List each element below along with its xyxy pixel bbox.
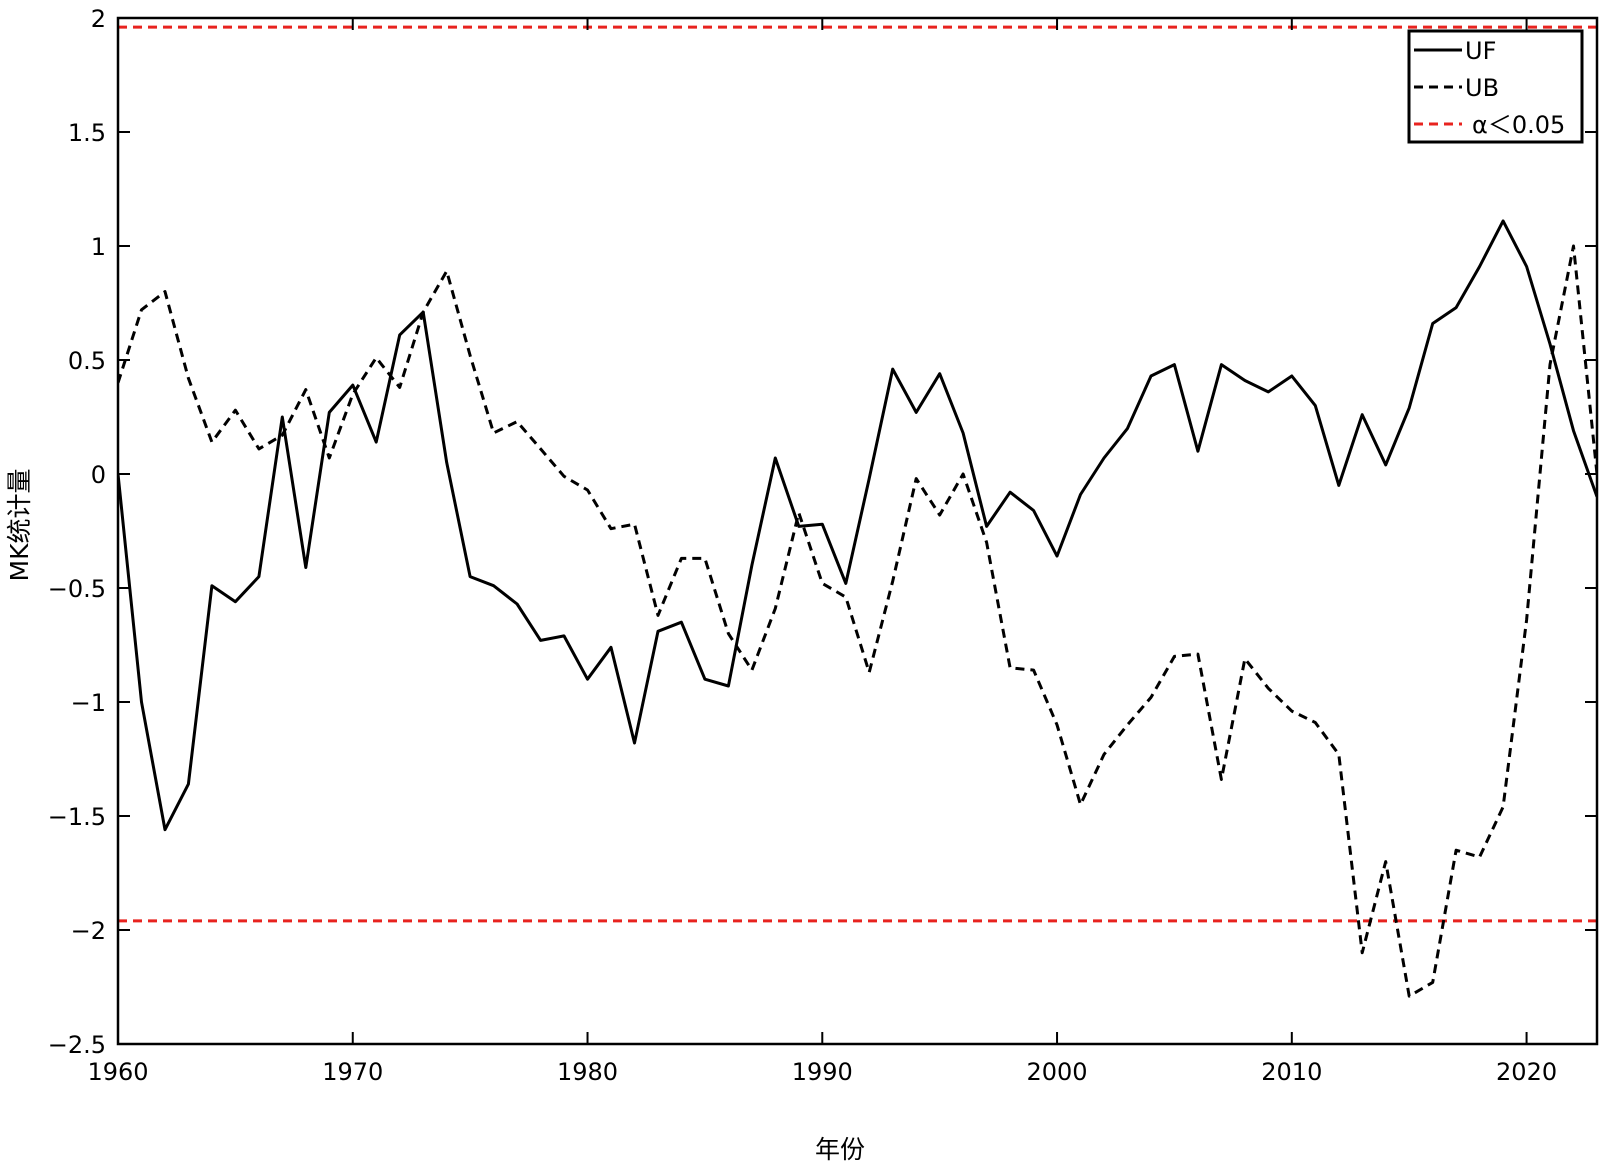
legend-ub-label: UB — [1465, 74, 1499, 102]
x-tick-label: 2010 — [1261, 1058, 1322, 1086]
x-tick-label: 2000 — [1027, 1058, 1088, 1086]
y-tick-label: −0.5 — [48, 575, 106, 603]
significance-lines — [118, 25, 1597, 923]
series-lines — [118, 219, 1597, 998]
series-ub-line — [118, 244, 1597, 998]
y-tick-label: 0 — [91, 461, 106, 489]
plot-frame — [116, 16, 1599, 1046]
x-axis-ticks: 1960 1970 1980 1990 2000 2010 2020 — [87, 18, 1557, 1086]
legend-alpha-label: α＜0.05 — [1472, 111, 1565, 139]
axes — [116, 16, 1599, 1046]
y-tick-label: −1.5 — [48, 803, 106, 831]
legend: UF UB α＜0.05 — [1407, 29, 1584, 144]
y-tick-label: −1 — [71, 689, 106, 717]
y-tick-label: 2 — [91, 5, 106, 33]
x-tick-label: 1990 — [792, 1058, 853, 1086]
y-tick-label: −2 — [71, 917, 106, 945]
y-tick-label: −2.5 — [48, 1031, 106, 1059]
y-tick-label: 1 — [91, 233, 106, 261]
y-tick-label: 0.5 — [68, 347, 106, 375]
y-tick-label: 1.5 — [68, 119, 106, 147]
x-axis-title: 年份 — [815, 1135, 865, 1164]
x-tick-label: 1970 — [322, 1058, 383, 1086]
y-axis-ticks: −2.5 −2 −1.5 −1 −0.5 0 0.5 1 1.5 2 — [48, 5, 1597, 1059]
series-uf-line — [118, 219, 1597, 832]
x-tick-label: 1960 — [87, 1058, 148, 1086]
x-tick-label: 2020 — [1496, 1058, 1557, 1086]
x-tick-label: 1980 — [557, 1058, 618, 1086]
legend-uf-label: UF — [1465, 37, 1496, 65]
y-axis-title: MK统计量 — [5, 469, 34, 582]
